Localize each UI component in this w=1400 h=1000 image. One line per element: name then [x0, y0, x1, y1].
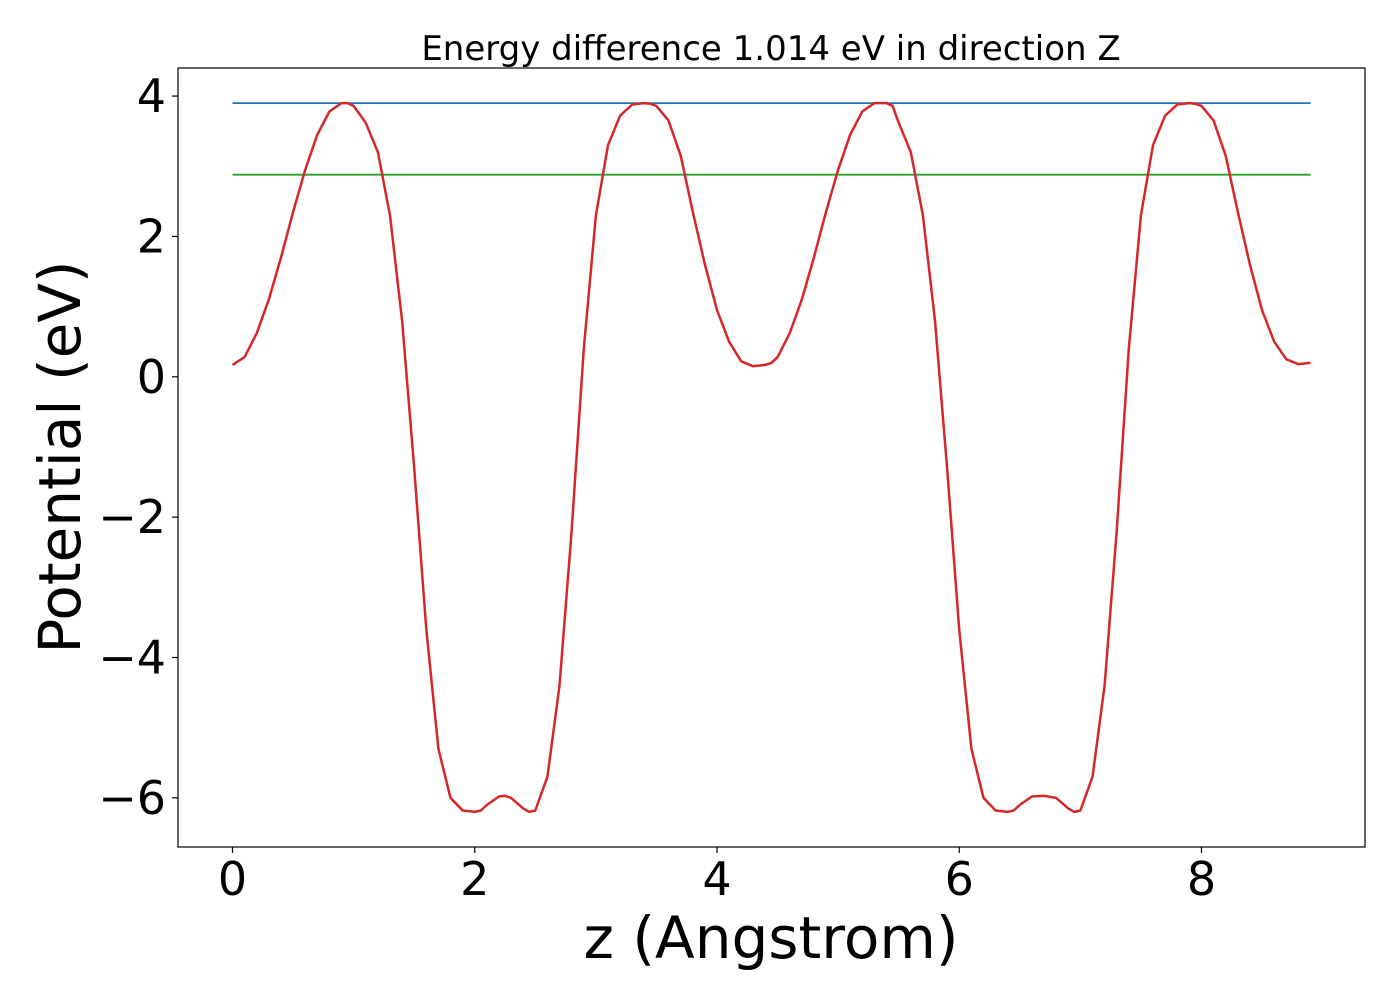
- x-tick-label: 6: [945, 852, 974, 906]
- y-tick-label: −4: [98, 631, 166, 685]
- series-layer: [231, 101, 1311, 814]
- x-tick-label: 0: [218, 852, 247, 906]
- x-axis-label: z (Angstrom): [584, 904, 959, 972]
- y-tick-label: 4: [137, 69, 166, 123]
- x-tick-layer: 0 2 4 6 8: [218, 847, 1216, 906]
- chart-title: Energy difference 1.014 eV in direction …: [421, 29, 1120, 69]
- plot-frame: [177, 67, 1366, 848]
- y-tick-layer: 4 2 0 −2 −4 −6: [98, 69, 178, 825]
- y-tick-label: −2: [98, 490, 166, 544]
- y-axis-label: Potential (eV): [26, 260, 94, 653]
- series-line-3: [231, 101, 1311, 814]
- y-tick-label: −6: [98, 771, 166, 825]
- y-tick-label: 0: [137, 350, 166, 404]
- x-tick-label: 8: [1187, 852, 1216, 906]
- x-tick-label: 2: [460, 852, 489, 906]
- y-tick-label: 2: [137, 209, 166, 263]
- x-tick-label: 4: [702, 852, 731, 906]
